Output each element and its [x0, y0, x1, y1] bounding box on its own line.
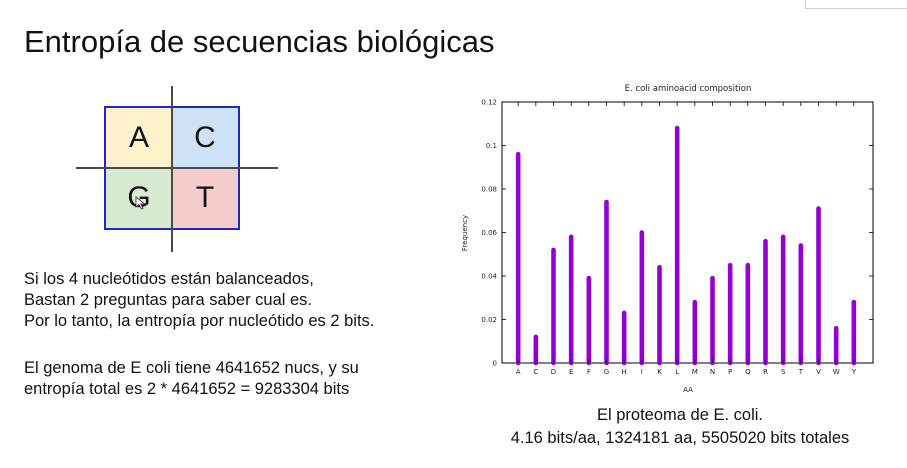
x-tick-label: L — [675, 368, 679, 376]
y-tick-label: 0 — [493, 360, 497, 368]
y-tick-label: 0.04 — [481, 273, 497, 281]
y-tick-label: 0.12 — [481, 99, 497, 107]
x-tick-label: P — [728, 368, 732, 376]
slide-title: Entropía de secuencias biológicas — [24, 24, 495, 59]
x-tick-label: F — [587, 368, 591, 376]
cell-a: A — [106, 108, 172, 168]
mouse-cursor-icon — [135, 196, 146, 210]
x-tick-label: C — [533, 368, 538, 376]
x-tick-label: N — [710, 368, 715, 376]
x-tick-label: E — [569, 368, 573, 376]
x-tick-label: K — [657, 368, 662, 376]
y-tick-label: 0.08 — [481, 186, 497, 194]
cell-t: T — [172, 168, 238, 228]
nucleotide-grid-diagram: A C G T — [76, 86, 278, 252]
x-tick-label: M — [692, 368, 698, 376]
y-tick-label: 0.02 — [481, 316, 497, 324]
x-tick-label: D — [551, 368, 556, 376]
text-line: Si los 4 nucleótidos están balanceados, — [24, 270, 314, 288]
vertical-axis-line-front — [171, 86, 173, 252]
x-tick-label: Q — [745, 368, 751, 376]
x-tick-label: S — [781, 368, 786, 376]
horizontal-axis-line-front — [76, 167, 278, 169]
cell-c: C — [172, 108, 238, 168]
balance-paragraph: Si los 4 nucleótidos están balanceados, … — [24, 269, 374, 332]
x-tick-label: A — [516, 368, 521, 376]
x-tick-label: I — [641, 368, 643, 376]
text-line: Bastan 2 preguntas para saber cual es. — [24, 291, 313, 309]
y-tick-label: 0.06 — [481, 229, 497, 237]
nucleotide-grid: A C G T — [104, 106, 240, 230]
x-tick-label: R — [763, 368, 768, 376]
x-tick-label: V — [816, 368, 821, 376]
text-line: El genoma de E coli tiene 4641652 nucs, … — [24, 359, 359, 377]
text-line: Por lo tanto, la entropía por nucleótido… — [24, 312, 375, 330]
x-tick-label: G — [604, 368, 609, 376]
text-line: entropía total es 2 * 4641652 = 9283304 … — [24, 380, 350, 398]
x-tick-label: Y — [851, 368, 857, 376]
window-corner-frame — [805, 0, 907, 9]
proteome-caption-line1: El proteoma de E. coli. — [597, 406, 763, 424]
y-tick-label: 0.1 — [486, 142, 497, 150]
x-tick-label: H — [622, 368, 627, 376]
chart-ylabel: Frequency — [461, 215, 469, 251]
genome-paragraph: El genoma de E coli tiene 4641652 nucs, … — [24, 358, 359, 400]
chart-title: E. coli aminoacid composition — [625, 84, 752, 94]
x-tick-label: W — [833, 368, 840, 376]
aminoacid-bar-chart: E. coli aminoacid composition Frequency … — [461, 84, 874, 394]
chart-xlabel: AA — [683, 386, 693, 394]
proteome-caption-line2: 4.16 bits/aa, 1324181 aa, 5505020 bits t… — [510, 429, 850, 447]
cell-g: G — [106, 168, 172, 228]
x-tick-label: T — [798, 368, 804, 376]
